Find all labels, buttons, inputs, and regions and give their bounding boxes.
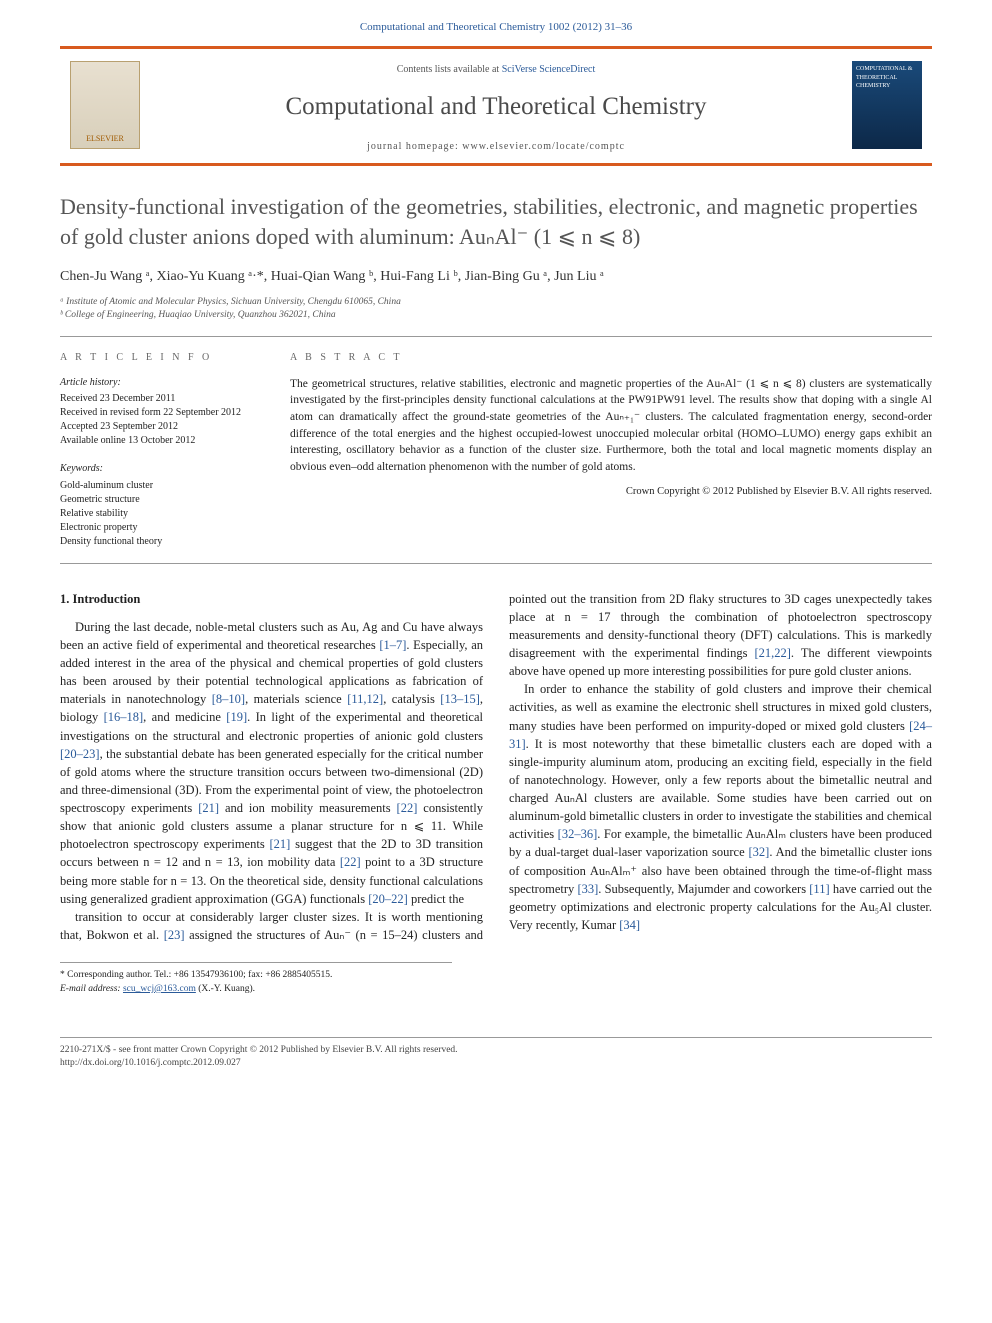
keyword: Gold-aluminum cluster <box>60 479 260 493</box>
history-item: Received in revised form 22 September 20… <box>60 406 260 420</box>
history-item: Accepted 23 September 2012 <box>60 420 260 434</box>
homepage-url[interactable]: www.elsevier.com/locate/comptc <box>462 141 625 152</box>
divider <box>60 563 932 564</box>
history-item: Available online 13 October 2012 <box>60 434 260 448</box>
article-info-col: A R T I C L E I N F O Article history: R… <box>60 351 260 549</box>
keywords-label: Keywords: <box>60 462 260 477</box>
abstract-text: The geometrical structures, relative sta… <box>290 376 932 476</box>
keyword: Relative stability <box>60 507 260 521</box>
corr-suffix: (X.-Y. Kuang). <box>196 984 255 994</box>
abstract-copyright: Crown Copyright © 2012 Published by Else… <box>290 484 932 499</box>
page-footer: 2210-271X/$ - see front matter Crown Cop… <box>60 1037 932 1096</box>
sciencedirect-link[interactable]: SciVerse ScienceDirect <box>502 64 596 75</box>
email-link[interactable]: scu_wcj@163.com <box>123 984 196 994</box>
intro-paragraph: During the last decade, noble-metal clus… <box>60 618 483 908</box>
homepage-line: journal homepage: www.elsevier.com/locat… <box>60 140 932 155</box>
section-heading-intro: 1. Introduction <box>60 590 483 608</box>
body-two-column: 1. Introduction During the last decade, … <box>60 590 932 944</box>
article-info-label: A R T I C L E I N F O <box>60 351 260 366</box>
corresponding-author-note: * Corresponding author. Tel.: +86 135479… <box>60 962 452 997</box>
author-list: Chen-Ju Wang ᵃ, Xiao-Yu Kuang ᵃ·*, Huai-… <box>60 267 932 287</box>
affiliations: ᵃ Institute of Atomic and Molecular Phys… <box>60 296 932 323</box>
homepage-prefix: journal homepage: <box>367 141 462 152</box>
keyword: Geometric structure <box>60 493 260 507</box>
affiliation: ᵃ Institute of Atomic and Molecular Phys… <box>60 296 932 309</box>
abstract-col: A B S T R A C T The geometrical structur… <box>290 351 932 549</box>
top-citation: Computational and Theoretical Chemistry … <box>0 0 992 46</box>
email-label: E-mail address: <box>60 984 123 994</box>
elsevier-logo: ELSEVIER <box>70 61 140 149</box>
affiliation: ᵇ College of Engineering, Huaqiao Univer… <box>60 309 932 322</box>
keyword: Electronic property <box>60 521 260 535</box>
corr-line: * Corresponding author. Tel.: +86 135479… <box>60 969 452 983</box>
history-item: Received 23 December 2011 <box>60 392 260 406</box>
history-label: Article history: <box>60 376 260 391</box>
contents-prefix: Contents lists available at <box>397 64 502 75</box>
corr-email-line: E-mail address: scu_wcj@163.com (X.-Y. K… <box>60 983 452 997</box>
journal-name: Computational and Theoretical Chemistry <box>60 89 932 125</box>
contents-line: Contents lists available at SciVerse Sci… <box>60 63 932 78</box>
intro-paragraph: In order to enhance the stability of gol… <box>509 680 932 934</box>
article-title: Density-functional investigation of the … <box>60 192 932 251</box>
journal-header: ELSEVIER COMPUTATIONAL & THEORETICAL CHE… <box>60 46 932 166</box>
footer-copyright: 2210-271X/$ - see front matter Crown Cop… <box>60 1044 932 1058</box>
footer-doi[interactable]: http://dx.doi.org/10.1016/j.comptc.2012.… <box>60 1057 932 1071</box>
keyword: Density functional theory <box>60 535 260 549</box>
divider <box>60 336 932 337</box>
abstract-label: A B S T R A C T <box>290 351 932 366</box>
journal-cover-thumb: COMPUTATIONAL & THEORETICAL CHEMISTRY <box>852 61 922 149</box>
